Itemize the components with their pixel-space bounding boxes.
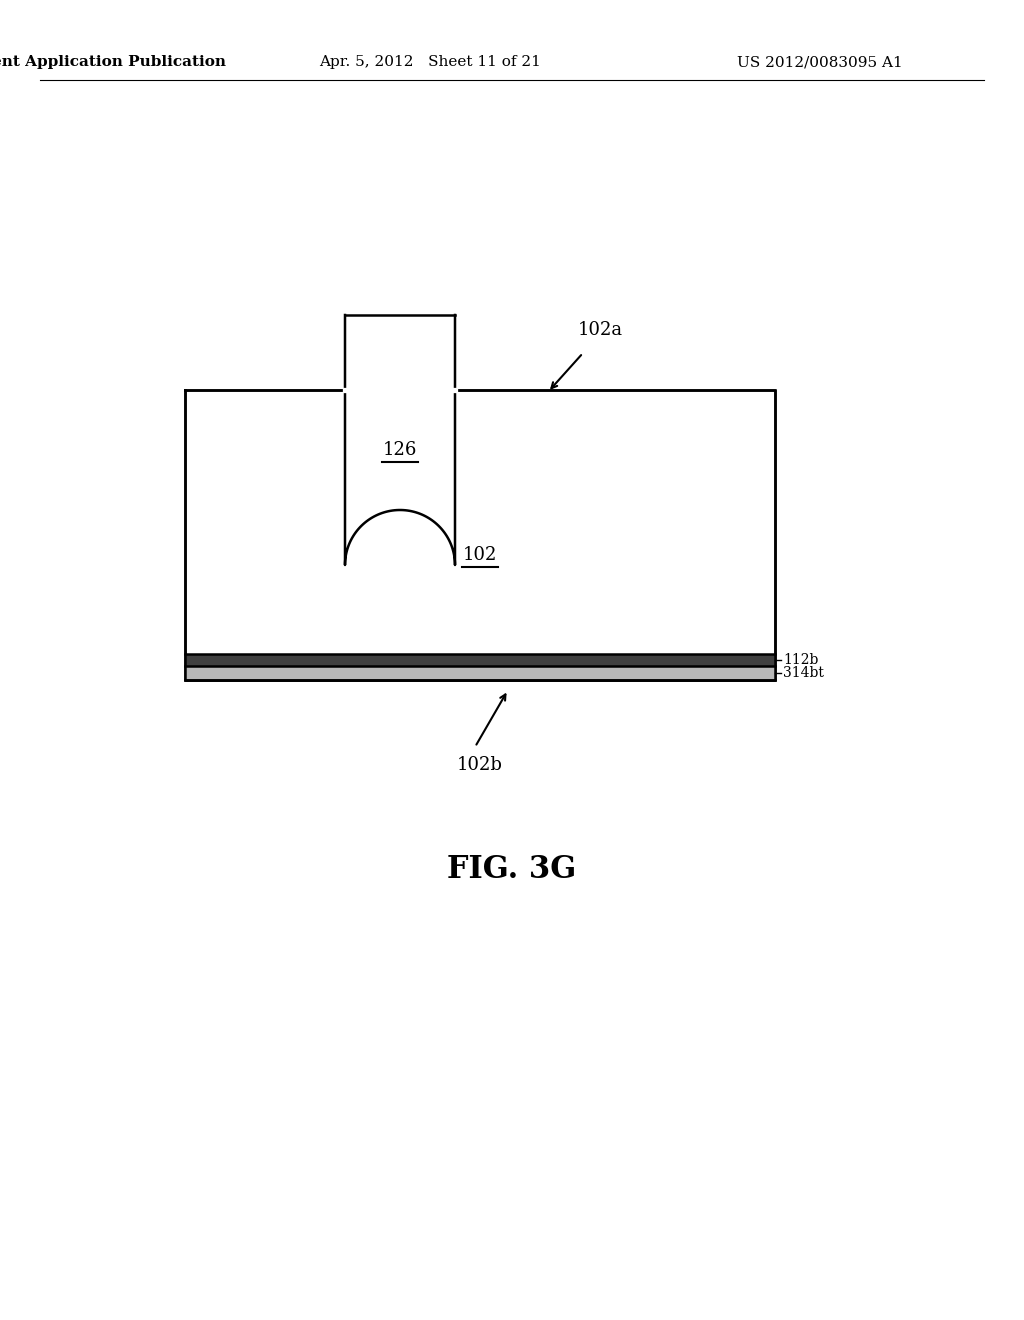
Bar <box>185 667 775 680</box>
Text: Apr. 5, 2012   Sheet 11 of 21: Apr. 5, 2012 Sheet 11 of 21 <box>319 55 541 69</box>
Text: US 2012/0083095 A1: US 2012/0083095 A1 <box>737 55 903 69</box>
Polygon shape <box>345 315 455 565</box>
Text: 102b: 102b <box>457 756 503 774</box>
Text: FIG. 3G: FIG. 3G <box>447 854 577 886</box>
Bar <box>185 653 775 667</box>
Text: 102a: 102a <box>578 321 623 339</box>
Text: Patent Application Publication: Patent Application Publication <box>0 55 226 69</box>
Text: 102: 102 <box>463 546 498 565</box>
Text: 314bt: 314bt <box>783 667 824 680</box>
Text: 126: 126 <box>383 441 417 459</box>
Bar <box>185 389 775 680</box>
Text: 112b: 112b <box>783 653 818 667</box>
